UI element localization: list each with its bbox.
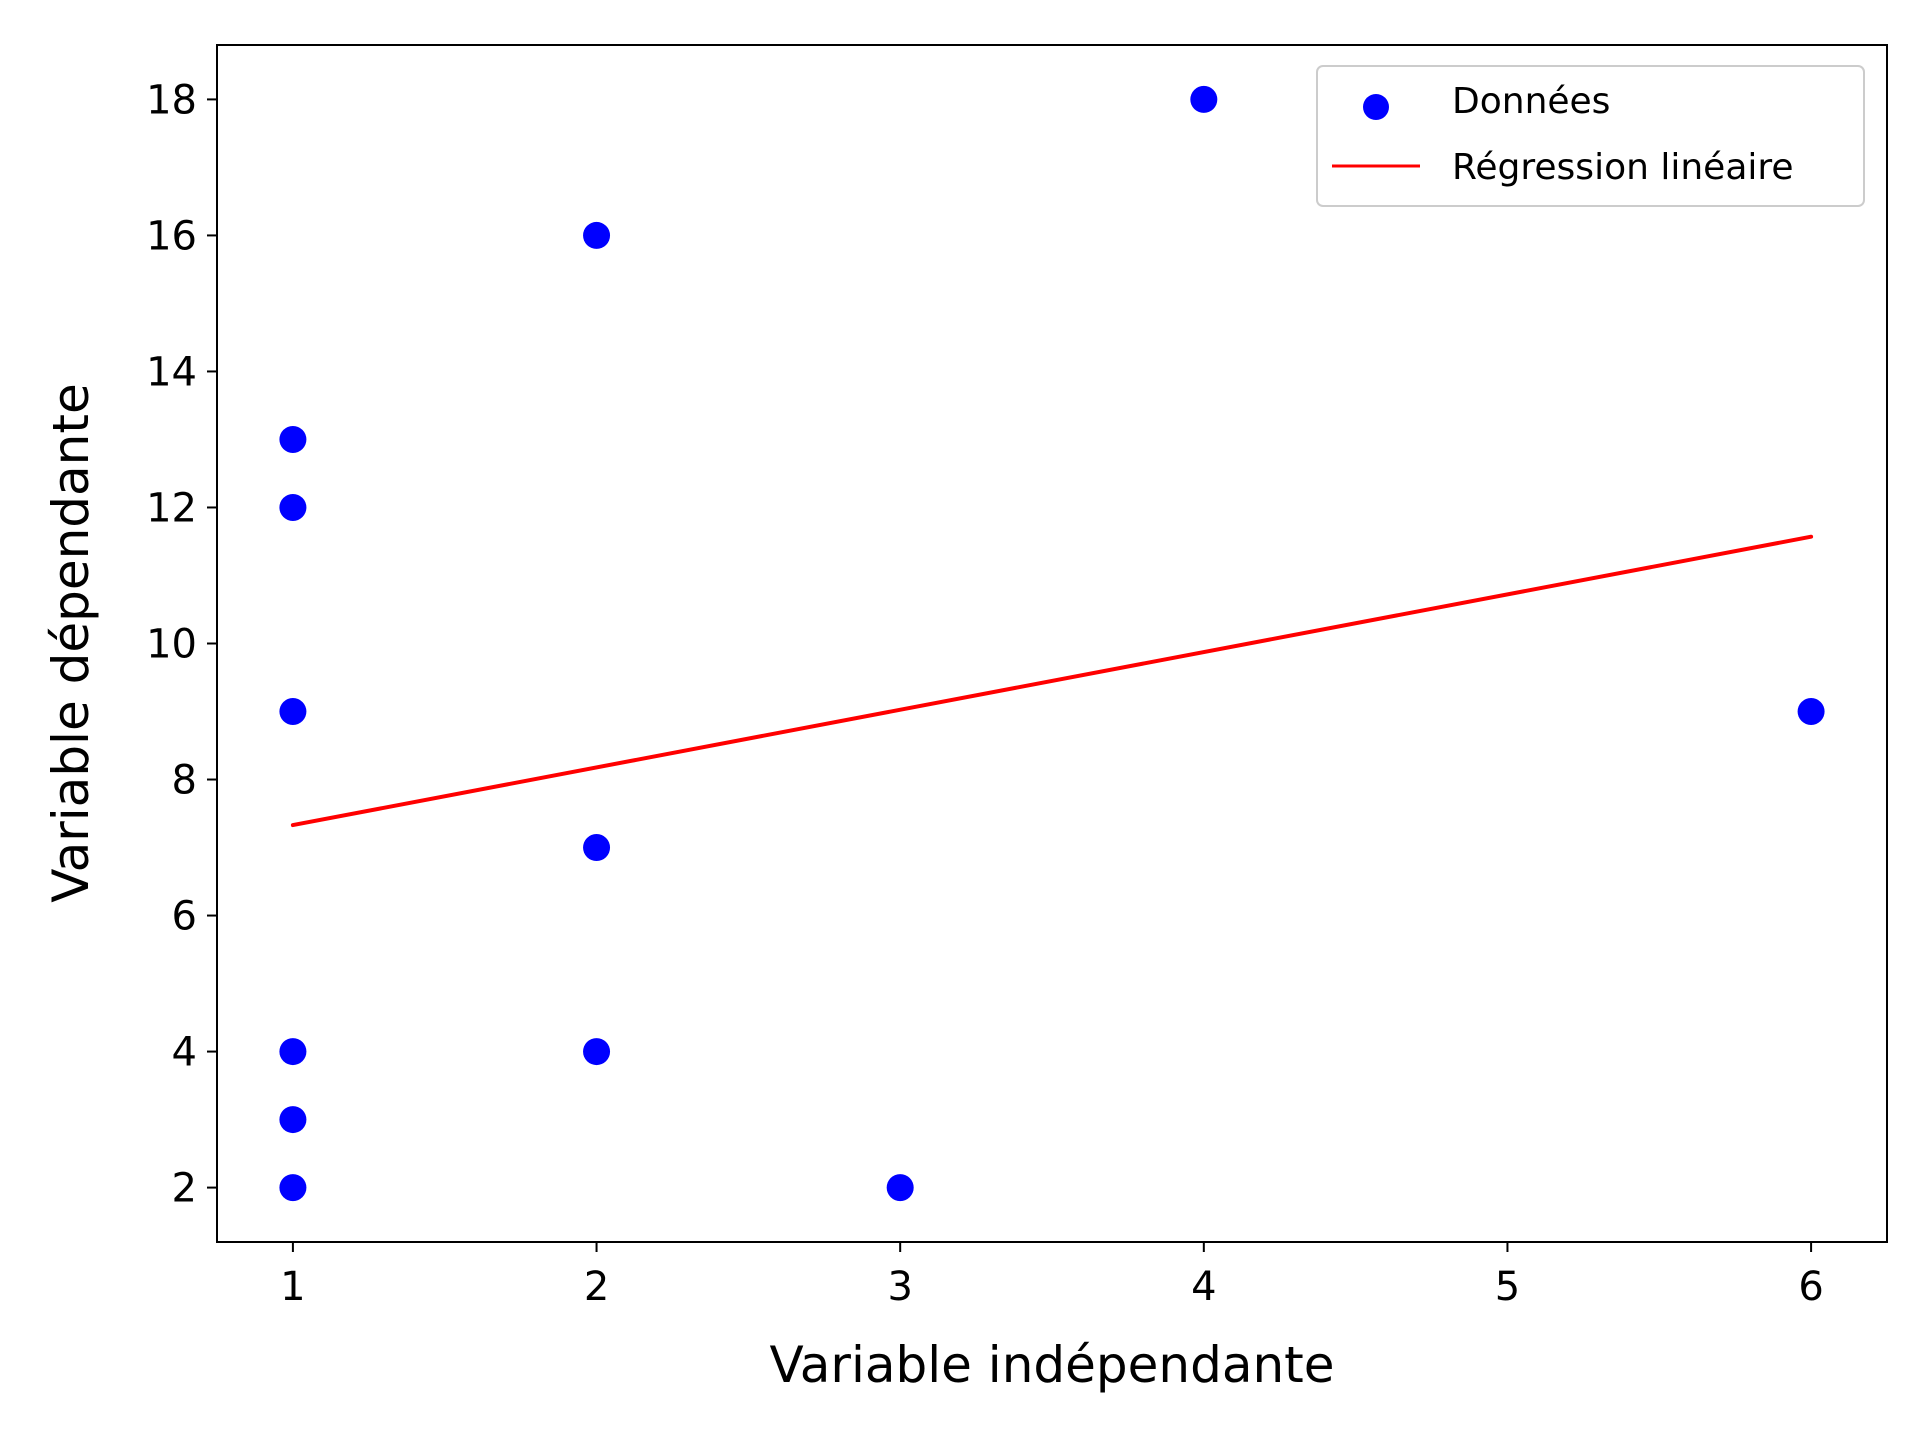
data-point-2 — [279, 698, 307, 726]
legend-label-line: Régression linéaire — [1452, 147, 1794, 188]
data-point-9 — [886, 1174, 914, 1202]
data-point-4 — [279, 1106, 307, 1134]
x-tick-label: 4 — [1191, 1264, 1216, 1310]
data-point-7 — [583, 834, 611, 862]
y-tick-label: 10 — [146, 622, 197, 668]
y-tick-label: 12 — [146, 485, 197, 531]
legend-marker-scatter — [1363, 94, 1389, 120]
data-point-3 — [279, 1038, 307, 1066]
data-point-6 — [583, 221, 611, 249]
legend-frame — [1316, 65, 1865, 207]
data-point-0 — [279, 425, 307, 453]
x-tick-label: 6 — [1798, 1264, 1823, 1310]
plot-background — [217, 45, 1887, 1242]
y-tick-label: 2 — [172, 1166, 197, 1212]
y-tick-label: 8 — [172, 758, 197, 804]
y-tick-label: 14 — [146, 349, 197, 395]
y-tick-label: 4 — [172, 1030, 197, 1076]
chart-marks — [279, 85, 1825, 1202]
legend: Données Régression linéaire — [1316, 65, 1865, 207]
legend-label-scatter: Données — [1452, 81, 1610, 122]
data-point-1 — [279, 493, 307, 521]
regression-line — [290, 534, 1814, 828]
x-tick-label: 5 — [1495, 1264, 1520, 1310]
data-point-5 — [279, 1174, 307, 1202]
x-axis-label: Variable indépendante — [769, 1336, 1334, 1394]
y-tick-label: 18 — [146, 77, 197, 123]
y-tick-label: 6 — [172, 894, 197, 940]
y-tick-label: 16 — [146, 213, 197, 259]
x-tick-label: 3 — [887, 1264, 912, 1310]
data-point-10 — [1190, 85, 1218, 113]
x-tick-label: 1 — [280, 1264, 305, 1310]
x-tick-label: 2 — [584, 1264, 609, 1310]
y-axis-label: Variable dépendante — [42, 383, 100, 902]
data-point-8 — [583, 1038, 611, 1066]
data-point-11 — [1797, 698, 1825, 726]
